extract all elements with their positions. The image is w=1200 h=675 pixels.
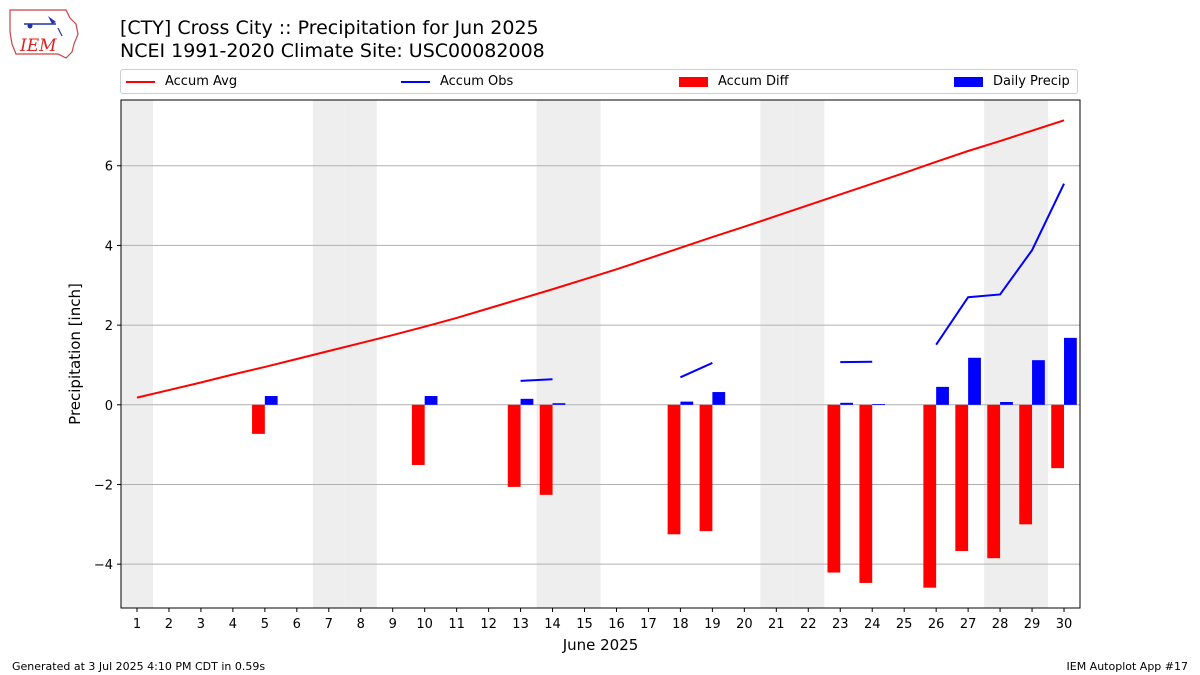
daily-precip-bar [968, 357, 981, 405]
y-tick-label: −4 [94, 558, 113, 573]
y-tick-label: 2 [105, 319, 113, 334]
footer-generated: Generated at 3 Jul 2025 4:10 PM CDT in 0… [12, 660, 266, 673]
accum-diff-bar [827, 404, 841, 573]
legend-item-accum-avg: Accum Avg [126, 70, 237, 93]
x-axis-label: June 2025 [562, 636, 639, 654]
accum-diff-bar [1051, 404, 1065, 469]
x-tick-label: 22 [800, 617, 817, 632]
daily-precip-bar [1000, 402, 1013, 405]
daily-precip-bar [840, 402, 854, 405]
x-tick-label: 29 [1024, 617, 1041, 632]
legend-swatch-accum-avg [126, 80, 155, 83]
iem-logo: IEM [9, 9, 79, 59]
accum-diff-bar [252, 404, 265, 434]
accum-diff-bar [411, 404, 425, 465]
x-tick-label: 2 [165, 617, 173, 632]
accum-diff-bar [507, 404, 521, 487]
y-tick-label: −2 [94, 478, 113, 493]
accum-avg-line [136, 119, 1065, 399]
accum-obs-line [935, 183, 1065, 346]
weekend-shade [121, 100, 153, 608]
daily-precip-bar [1064, 337, 1077, 405]
weekend-shade [536, 100, 569, 608]
x-tick-label: 10 [416, 617, 433, 632]
chart-title: [CTY] Cross City :: Precipitation for Ju… [120, 17, 539, 39]
daily-precip-bar [424, 396, 438, 405]
daily-precip-bar [552, 403, 566, 405]
x-tick-label: 17 [640, 617, 657, 632]
weekend-shade [792, 100, 825, 608]
plot-frame [120, 99, 1081, 609]
daily-precip-bar [680, 401, 694, 405]
x-tick-label: 26 [928, 617, 945, 632]
daily-precip-bar [712, 392, 726, 405]
daily-precip-bar [936, 386, 949, 405]
chart-legend: Accum Avg Accum Obs Accum Diff Daily Pre… [120, 69, 1078, 94]
x-tick-label: 18 [672, 617, 689, 632]
x-tick-label: 13 [512, 617, 529, 632]
y-axis-label: Precipitation [inch] [66, 283, 84, 425]
weekend-shade [1016, 100, 1049, 608]
y-tick-label: 4 [105, 239, 113, 254]
accum-diff-bar [699, 404, 713, 532]
legend-item-accum-diff: Accum Diff [679, 70, 789, 93]
x-tick-label: 7 [325, 617, 333, 632]
accum-obs-line [520, 378, 553, 382]
y-tick-label: 6 [105, 160, 113, 175]
x-tick-label: 15 [576, 617, 593, 632]
legend-item-accum-obs: Accum Obs [401, 70, 513, 93]
accum-diff-bar [859, 404, 873, 583]
x-tick-label: 28 [992, 617, 1009, 632]
x-tick-label: 3 [197, 617, 205, 632]
x-tick-label: 27 [960, 617, 977, 632]
x-tick-label: 23 [832, 617, 849, 632]
y-tick-label: 0 [105, 399, 113, 414]
x-tick-label: 21 [768, 617, 785, 632]
x-tick-label: 16 [608, 617, 625, 632]
svg-text:IEM: IEM [19, 36, 57, 56]
weekend-shade [760, 100, 793, 608]
legend-item-daily-precip: Daily Precip [954, 70, 1070, 93]
legend-label-accum-obs: Accum Obs [440, 74, 514, 89]
x-tick-label: 1 [133, 617, 141, 632]
footer-app: IEM Autoplot App #17 [1066, 660, 1189, 673]
legend-swatch-accum-obs [401, 80, 430, 83]
x-tick-label: 24 [864, 617, 881, 632]
x-tick-label: 8 [357, 617, 365, 632]
x-tick-label: 4 [229, 617, 237, 632]
accum-obs-line [680, 362, 713, 379]
x-tick-label: 5 [261, 617, 269, 632]
daily-precip-bar [264, 396, 278, 405]
accum-diff-bar [667, 404, 681, 535]
x-tick-label: 6 [293, 617, 301, 632]
chart-subtitle: NCEI 1991-2020 Climate Site: USC00082008 [120, 40, 545, 62]
legend-swatch-daily-precip [954, 76, 983, 87]
accum-diff-bar [987, 404, 1001, 559]
x-tick-label: 25 [896, 617, 913, 632]
accum-diff-bar [955, 404, 969, 552]
weekend-shade [344, 100, 377, 608]
accum-diff-bar [1019, 404, 1033, 525]
x-tick-label: 9 [389, 617, 397, 632]
accum-diff-bar [539, 404, 553, 495]
daily-precip-bar [520, 398, 534, 405]
x-tick-label: 20 [736, 617, 753, 632]
accum-diff-bar [923, 404, 937, 588]
daily-precip-bar [872, 404, 886, 405]
x-tick-label: 12 [480, 617, 497, 632]
x-tick-label: 11 [448, 617, 465, 632]
x-tick-label: 30 [1056, 617, 1073, 632]
x-tick-label: 19 [704, 617, 721, 632]
legend-label-daily-precip: Daily Precip [993, 74, 1070, 89]
daily-precip-bar [1032, 360, 1045, 405]
legend-swatch-accum-diff [679, 76, 708, 87]
x-tick-label: 14 [544, 617, 561, 632]
legend-label-accum-avg: Accum Avg [165, 74, 238, 89]
weekend-shade [568, 100, 601, 608]
legend-label-accum-diff: Accum Diff [718, 74, 789, 89]
